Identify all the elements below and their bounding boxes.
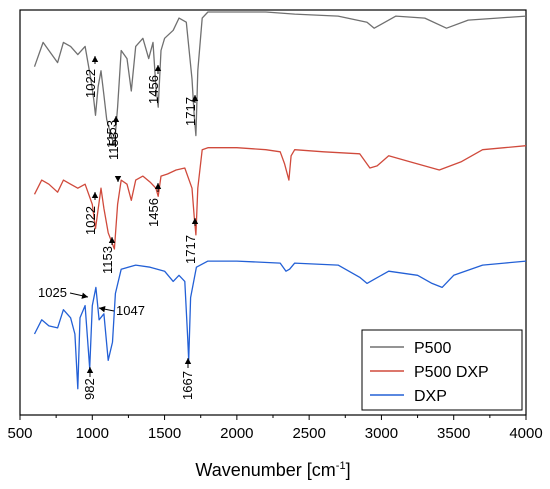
annotation-arrow-head: [108, 237, 116, 243]
annotation-arrow-head: [114, 176, 122, 182]
annotation-arrow-head: [184, 358, 192, 364]
annotation-arrow-head: [191, 95, 199, 101]
x-title-sup: -1: [336, 460, 346, 472]
annotation-label-1047: 1047: [116, 303, 145, 318]
x-title-end: ]: [346, 460, 351, 480]
annotation-1022: 1022: [83, 192, 99, 235]
annotation-1667: 1667: [180, 358, 195, 400]
annotation-layer: 1022115314561717115310221153145617171025…: [38, 56, 199, 400]
annotation-arrow-head: [112, 116, 120, 122]
x-title-main: Wavenumber [cm: [195, 460, 335, 480]
annotation-label-1667: 1667: [180, 371, 195, 400]
legend-entry-dxp: DXP: [414, 388, 447, 405]
legend-entry-p500: P500: [414, 340, 451, 357]
annotation-arrow-head: [99, 306, 106, 313]
x-tick-label-500: 500: [7, 425, 32, 442]
x-tick-label-1500: 1500: [148, 425, 181, 442]
annotation-1456: 1456: [146, 183, 162, 227]
annotation-label-1153: 1153: [106, 132, 121, 160]
annotation-982: 982: [82, 367, 97, 400]
annotation-arrow-head: [191, 218, 199, 224]
series-line-p500-dxp: [33, 145, 527, 250]
x-axis-title: Wavenumber [cm-1]: [195, 460, 350, 480]
annotation-arrow-head: [154, 65, 162, 71]
annotation-arrow-head: [81, 292, 88, 299]
x-tick-label-2000: 2000: [220, 425, 253, 442]
annotation-1047: 1047: [98, 303, 145, 318]
legend-entry-p500-dxp: P500 DXP: [414, 364, 489, 381]
x-axis: 500 1000 1500 2000 2500 3000 3500 4000: [7, 415, 543, 442]
annotation-label-1717: 1717: [183, 235, 198, 264]
annotation-arrow-head: [154, 183, 162, 189]
x-tick-label-3000: 3000: [365, 425, 398, 442]
annotation-label-1022: 1022: [83, 69, 98, 98]
annotation-1717: 1717: [183, 218, 199, 264]
annotation-1153: 1153: [106, 132, 122, 182]
annotation-label-1717: 1717: [183, 97, 198, 126]
annotation-arrow-head: [91, 192, 99, 198]
annotation-arrow-head: [91, 56, 99, 62]
annotation-label-1153: 1153: [100, 246, 115, 274]
annotation-1153: 1153: [100, 237, 116, 274]
x-tick-label-4000: 4000: [509, 425, 542, 442]
series-line-dxp: [33, 260, 527, 390]
annotation-label-1456: 1456: [146, 75, 161, 104]
series-line-p500: [33, 11, 527, 147]
annotation-1456: 1456: [146, 65, 162, 104]
annotation-1025: 1025: [38, 285, 89, 300]
annotation-label-1456: 1456: [146, 198, 161, 227]
annotation-arrow-head: [86, 367, 94, 373]
x-tick-label-1000: 1000: [76, 425, 109, 442]
legend-box: [361, 329, 523, 411]
annotation-1022: 1022: [83, 56, 99, 98]
x-tick-label-2500: 2500: [292, 425, 325, 442]
annotation-1153: 1153: [104, 116, 120, 148]
annotation-label-1025: 1025: [38, 285, 67, 300]
annotation-label-1153: 1153: [104, 120, 119, 148]
series-layer: [33, 11, 527, 390]
annotation-label-1022: 1022: [83, 206, 98, 235]
annotation-label-982: 982: [82, 378, 97, 400]
x-tick-label-3500: 3500: [437, 425, 470, 442]
annotation-1717: 1717: [183, 95, 199, 126]
legend: P500 P500 DXP DXP: [361, 329, 523, 411]
